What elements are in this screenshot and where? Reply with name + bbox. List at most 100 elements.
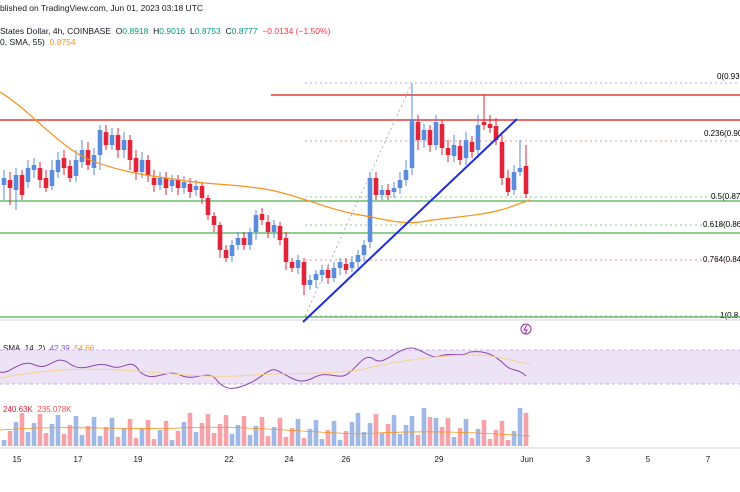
volume-bar — [7, 431, 13, 446]
volume-bar — [217, 424, 223, 446]
candle-body — [385, 190, 391, 195]
candle-body — [103, 132, 109, 145]
candle-body — [247, 232, 253, 245]
candle-body — [205, 198, 211, 215]
volume-bar — [193, 432, 199, 446]
volume-bar — [325, 430, 331, 446]
volume-bar — [13, 422, 19, 446]
rsi-band — [0, 350, 740, 384]
volume-bar — [469, 438, 475, 446]
open-value: 0.8918 — [122, 26, 149, 36]
candle-body — [127, 140, 133, 160]
volume-bar — [49, 424, 55, 446]
volume-bar — [493, 430, 499, 446]
volume-bar — [133, 438, 139, 446]
volume-bar — [127, 419, 133, 446]
volume-bar — [31, 423, 37, 446]
candle-body — [439, 124, 445, 148]
candle-body — [67, 166, 73, 178]
candle-body — [457, 146, 463, 160]
candle-body — [343, 264, 349, 270]
candle-body — [37, 168, 43, 180]
x-tick-22: 22 — [224, 455, 234, 464]
published-line: blished on TradingView.com, Jun 01, 2023… — [0, 3, 204, 13]
x-tick-17: 17 — [73, 455, 83, 464]
rsi-sma-line — [0, 354, 531, 379]
volume-bar — [91, 417, 97, 446]
volume-bar — [43, 433, 49, 446]
sma-legend-label: 0, SMA, 55) — [0, 37, 45, 47]
candle-body — [355, 255, 361, 262]
candle-body — [517, 168, 523, 172]
rsi-legend[interactable]: SMA, 14, 2) 42.39 54.66 — [3, 344, 94, 353]
volume-bar — [397, 434, 403, 446]
sma-legend[interactable]: 0, SMA, 55) 0.8754 — [0, 37, 76, 47]
rsi-value: 42.39 — [49, 344, 70, 353]
change-value: −0.0134 (−1.50%) — [262, 26, 331, 36]
volume-bar — [277, 418, 283, 446]
trendline[interactable] — [302, 118, 518, 323]
sma-line[interactable] — [0, 91, 531, 224]
volume-bar — [385, 424, 391, 446]
volume-bar — [175, 431, 181, 446]
candle-body — [505, 178, 511, 192]
candle-body — [175, 180, 181, 188]
rsi-line[interactable] — [0, 347, 527, 389]
volume-bar — [103, 427, 109, 446]
volume-bar — [475, 429, 481, 446]
fib-label-1: 1(0.8 — [720, 311, 739, 320]
volume-bar — [289, 428, 295, 446]
low-label: L — [190, 26, 195, 36]
candle-body — [367, 178, 373, 242]
candle-body — [163, 178, 169, 188]
fib-label-0764: 0.764(0.84 — [703, 255, 740, 264]
candle-body — [181, 182, 187, 188]
candle-body — [409, 120, 415, 168]
candle-body — [277, 226, 283, 240]
volume-bar — [499, 421, 505, 446]
candle-body — [229, 245, 235, 256]
volume-bar — [403, 425, 409, 446]
candle-body — [475, 125, 481, 150]
candle-body — [211, 216, 217, 225]
volume-bar — [169, 440, 175, 446]
candle-body — [361, 245, 367, 255]
candle-body — [139, 160, 145, 172]
candle-body — [145, 160, 151, 175]
candle-body — [325, 270, 331, 278]
candle-body — [523, 166, 529, 194]
candle-body — [97, 130, 103, 155]
volume-bar — [109, 418, 115, 446]
volume-bar — [265, 436, 271, 446]
candle-body — [43, 178, 49, 188]
candle-body — [403, 170, 409, 180]
volume-bar — [379, 433, 385, 446]
volume-bar — [241, 416, 247, 446]
volume-legend[interactable]: 240.63K 235.078K — [3, 405, 72, 414]
x-tick-26: 26 — [341, 455, 351, 464]
x-tick-jun: Jun — [520, 455, 534, 464]
high-label: H — [153, 26, 160, 36]
candle-body — [487, 124, 493, 128]
volume-bar — [295, 419, 301, 446]
candle-body — [397, 180, 403, 188]
candle-body — [259, 214, 265, 220]
candle-body — [157, 178, 163, 185]
candle-body — [55, 160, 61, 172]
volume-bar — [319, 439, 325, 446]
volume-bar — [115, 437, 121, 446]
rsi-sma-value: 54.66 — [74, 344, 95, 353]
close-label: C — [225, 26, 232, 36]
volume-ma-line — [0, 426, 531, 437]
volume-bar — [157, 430, 163, 446]
lightning-icon[interactable] — [520, 323, 532, 335]
candle-body — [253, 215, 259, 232]
high-value: 0.9016 — [159, 26, 186, 36]
candle-body — [415, 122, 421, 140]
volume-bar — [223, 415, 229, 446]
candle-body — [73, 160, 79, 176]
volume-value: 240.63K — [3, 405, 33, 414]
volume-bar — [301, 438, 307, 446]
volume-bar — [85, 426, 91, 446]
